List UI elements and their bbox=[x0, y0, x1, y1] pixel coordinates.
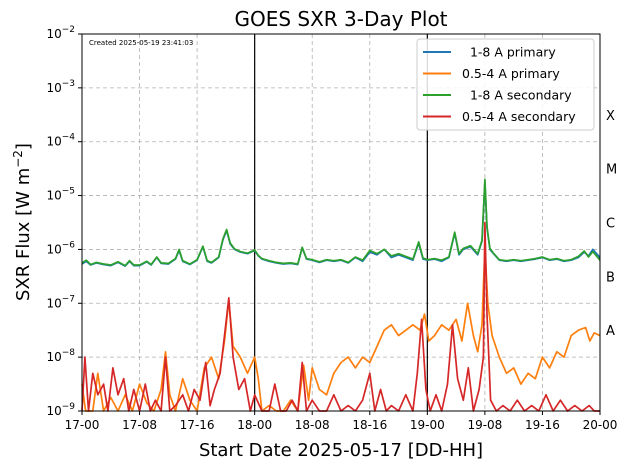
legend-entry-label: 0.5-4 A primary bbox=[462, 66, 560, 81]
y-tick-label: 10−4 bbox=[46, 133, 75, 149]
series-line bbox=[81, 178, 601, 267]
x-tick-label: 17-08 bbox=[122, 418, 157, 432]
legend: 1-8 A primary 0.5-4 A primary 1-8 A secon… bbox=[416, 38, 595, 131]
flare-class-label: A bbox=[606, 324, 615, 339]
y-tick-label: 10−5 bbox=[46, 187, 75, 203]
y-axis-label-exp: −2 bbox=[11, 150, 25, 168]
y-tick-label: 10−2 bbox=[46, 25, 75, 41]
legend-entry-label: 0.5-4 A secondary bbox=[462, 109, 576, 124]
flare-class-label: M bbox=[606, 163, 617, 178]
x-tick-label: 17-00 bbox=[65, 418, 100, 432]
y-axis-label: SXR Flux [W m−2] bbox=[11, 143, 34, 301]
y-tick-label: 10−9 bbox=[46, 402, 75, 418]
x-tick-label: 20-00 bbox=[583, 418, 618, 432]
legend-entry-label: 1-8 A secondary bbox=[462, 88, 572, 103]
x-tick-label: 18-00 bbox=[237, 418, 272, 432]
flare-class-label: C bbox=[606, 217, 615, 232]
x-axis-label: Start Date 2025-05-17 [DD-HH] bbox=[199, 440, 483, 461]
y-axis-ticks: 10−9 10−8 10−7 10−6 10−5 10−4 10−3 10−2 bbox=[46, 25, 82, 418]
flare-class-label: X bbox=[606, 109, 615, 124]
x-tick-label: 19-08 bbox=[467, 418, 502, 432]
series-line bbox=[81, 245, 601, 412]
created-note: Created 2025-05-19 23:41:03 bbox=[89, 39, 193, 47]
flare-class-labels: A B C M X bbox=[606, 109, 617, 339]
x-axis-ticks: 17-00 17-08 17-16 18-00 18-08 18-16 19-00 19-08… bbox=[65, 411, 618, 432]
y-tick-label: 10−7 bbox=[46, 294, 75, 310]
x-tick-label: 19-00 bbox=[410, 418, 445, 432]
y-tick-label: 10−8 bbox=[46, 348, 75, 364]
x-tick-label: 19-16 bbox=[525, 418, 560, 432]
chart-title: GOES SXR 3-Day Plot bbox=[234, 7, 447, 31]
legend-entry-label: 1-8 A primary bbox=[462, 45, 556, 60]
x-tick-label: 18-16 bbox=[352, 418, 387, 432]
plot-frame bbox=[81, 33, 601, 412]
y-tick-label: 10−3 bbox=[46, 79, 75, 95]
y-axis-label-main: SXR Flux [W m bbox=[13, 168, 34, 301]
x-tick-label: 18-08 bbox=[295, 418, 330, 432]
flare-class-label: B bbox=[606, 270, 615, 285]
y-axis-label-end: ] bbox=[13, 143, 34, 150]
legend-box bbox=[416, 38, 595, 131]
x-tick-label: 17-16 bbox=[180, 418, 215, 432]
y-tick-label: 10−6 bbox=[46, 240, 75, 256]
